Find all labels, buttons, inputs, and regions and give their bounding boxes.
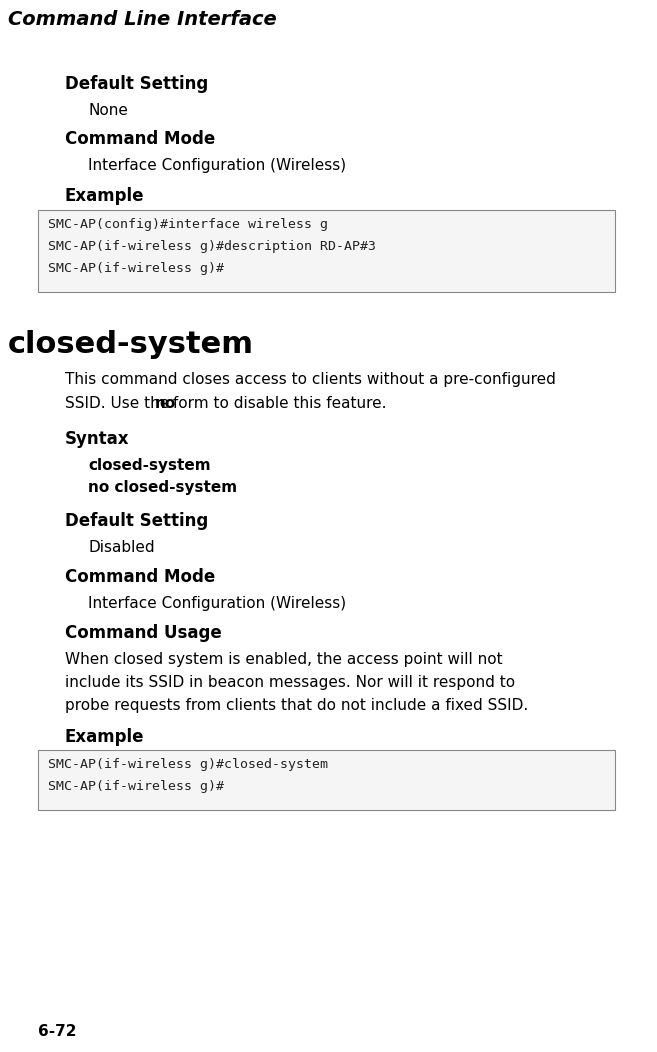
Text: SMC-AP(if-wireless g)#: SMC-AP(if-wireless g)# (48, 780, 224, 793)
Text: Command Usage: Command Usage (65, 624, 222, 642)
Text: Example: Example (65, 728, 145, 746)
Text: SMC-AP(if-wireless g)#: SMC-AP(if-wireless g)# (48, 262, 224, 275)
Text: Default Setting: Default Setting (65, 512, 208, 530)
Text: Command Mode: Command Mode (65, 568, 215, 586)
Text: 6-72: 6-72 (38, 1024, 76, 1039)
Text: Syntax: Syntax (65, 430, 129, 448)
Text: When closed system is enabled, the access point will not: When closed system is enabled, the acces… (65, 652, 503, 667)
Text: SSID. Use the: SSID. Use the (65, 396, 174, 411)
Text: no closed-system: no closed-system (88, 480, 237, 495)
FancyBboxPatch shape (38, 750, 615, 810)
Text: Example: Example (65, 187, 145, 205)
Text: Disabled: Disabled (88, 540, 154, 555)
Text: closed-system: closed-system (8, 330, 254, 359)
Text: form to disable this feature.: form to disable this feature. (168, 396, 386, 411)
Text: SMC-AP(if-wireless g)#closed-system: SMC-AP(if-wireless g)#closed-system (48, 758, 328, 771)
Text: SMC-AP(if-wireless g)#description RD-AP#3: SMC-AP(if-wireless g)#description RD-AP#… (48, 240, 376, 252)
Text: closed-system: closed-system (88, 458, 211, 473)
Text: Interface Configuration (Wireless): Interface Configuration (Wireless) (88, 158, 346, 173)
Text: Command Mode: Command Mode (65, 130, 215, 148)
Text: no: no (154, 396, 175, 411)
Text: Default Setting: Default Setting (65, 75, 208, 93)
Text: include its SSID in beacon messages. Nor will it respond to: include its SSID in beacon messages. Nor… (65, 675, 515, 690)
Text: Command Line Interface: Command Line Interface (8, 11, 277, 29)
Text: SMC-AP(config)#interface wireless g: SMC-AP(config)#interface wireless g (48, 218, 328, 231)
Text: None: None (88, 103, 128, 118)
Text: This command closes access to clients without a pre-configured: This command closes access to clients wi… (65, 372, 556, 387)
Text: Interface Configuration (Wireless): Interface Configuration (Wireless) (88, 596, 346, 611)
Text: probe requests from clients that do not include a fixed SSID.: probe requests from clients that do not … (65, 697, 528, 713)
FancyBboxPatch shape (38, 210, 615, 292)
